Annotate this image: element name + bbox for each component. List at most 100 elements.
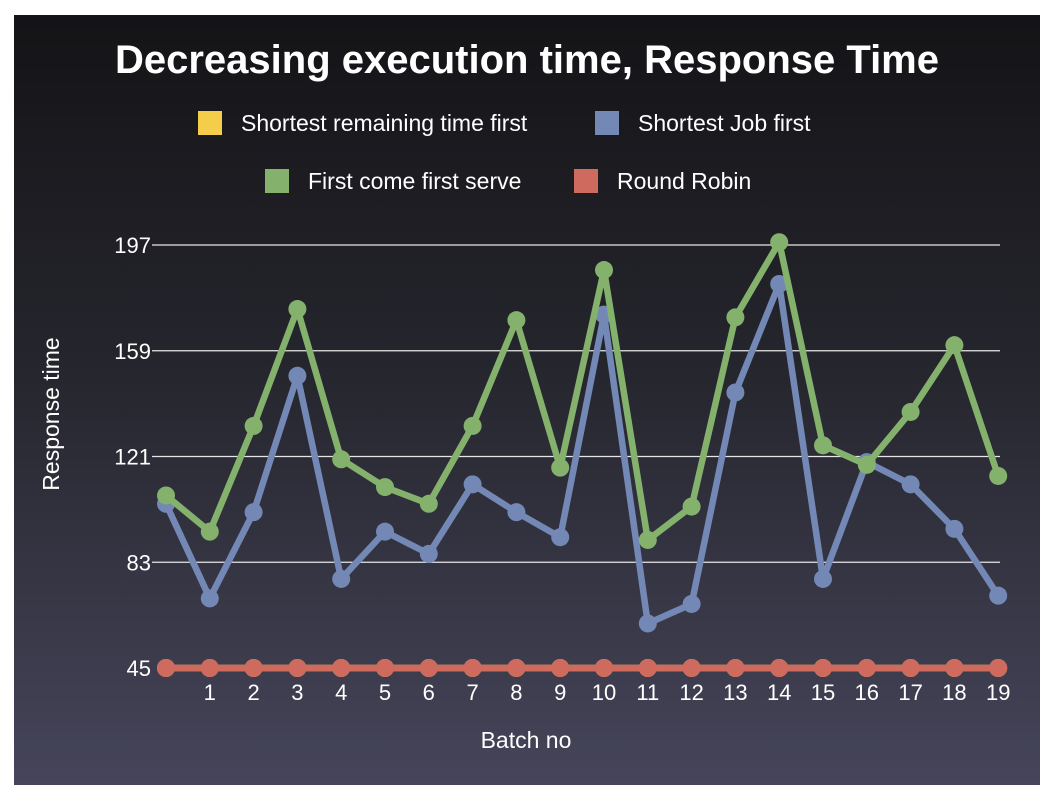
data-point bbox=[244, 503, 263, 522]
legend-label: Round Robin bbox=[617, 168, 751, 194]
data-point bbox=[288, 300, 307, 319]
x-tick-label: 1 bbox=[204, 680, 216, 705]
data-point bbox=[376, 478, 394, 497]
data-point bbox=[770, 233, 789, 252]
data-point bbox=[288, 659, 307, 677]
data-point bbox=[419, 659, 438, 677]
x-tick-label: 14 bbox=[767, 680, 791, 705]
data-point bbox=[332, 569, 351, 588]
x-tick-label: 19 bbox=[986, 680, 1010, 705]
data-point bbox=[857, 455, 876, 474]
legend-item: Shortest Job first bbox=[595, 110, 811, 136]
data-point bbox=[507, 311, 526, 330]
plot-area bbox=[157, 233, 1008, 677]
data-point bbox=[200, 589, 219, 608]
x-tick-label: 12 bbox=[679, 680, 703, 705]
data-point bbox=[726, 308, 745, 327]
y-axis-label: Response time bbox=[38, 337, 64, 490]
data-point bbox=[989, 466, 1008, 485]
x-tick-label: 5 bbox=[379, 680, 391, 705]
x-tick-label: 17 bbox=[898, 680, 922, 705]
y-tick-label: 159 bbox=[114, 339, 151, 364]
data-point bbox=[244, 416, 263, 435]
data-point bbox=[595, 261, 613, 280]
x-tick-label: 9 bbox=[554, 680, 566, 705]
series-3 bbox=[157, 233, 1008, 549]
data-point bbox=[200, 659, 219, 677]
data-point bbox=[332, 659, 351, 677]
x-tick-label: 2 bbox=[247, 680, 259, 705]
y-tick-label: 121 bbox=[114, 445, 151, 470]
data-point bbox=[814, 436, 832, 455]
data-point bbox=[157, 486, 175, 505]
data-point bbox=[682, 659, 701, 677]
x-tick-label: 7 bbox=[466, 680, 478, 705]
series-2 bbox=[157, 274, 1008, 633]
x-axis-ticks: 1 2 3 4 5 6 7 8 9 10 11 12 13 14 15 16 17 18 19 bbox=[204, 680, 1011, 705]
y-tick-label: 197 bbox=[114, 233, 151, 258]
y-tick-label: 83 bbox=[127, 550, 151, 575]
legend-item: Round Robin bbox=[574, 168, 751, 194]
x-tick-label: 10 bbox=[592, 680, 616, 705]
data-point bbox=[463, 416, 482, 435]
x-tick-label: 13 bbox=[723, 680, 747, 705]
data-point bbox=[244, 659, 263, 677]
data-point bbox=[419, 494, 438, 513]
data-point bbox=[726, 383, 745, 402]
data-point bbox=[507, 503, 526, 522]
series-4 bbox=[157, 659, 1008, 677]
legend-swatch bbox=[595, 111, 619, 135]
data-point bbox=[551, 659, 570, 677]
data-point bbox=[551, 528, 570, 547]
data-point bbox=[463, 659, 482, 677]
data-point bbox=[770, 274, 789, 293]
data-point bbox=[770, 659, 789, 677]
y-axis-ticks: 45 83 121 159 197 bbox=[114, 233, 151, 681]
data-point bbox=[376, 522, 394, 541]
legend: Shortest remaining time first Shortest Jo… bbox=[198, 110, 811, 194]
data-point bbox=[857, 659, 876, 677]
x-tick-label: 6 bbox=[423, 680, 435, 705]
x-tick-label: 11 bbox=[636, 680, 659, 705]
data-point bbox=[595, 659, 613, 677]
data-point bbox=[989, 659, 1008, 677]
data-point bbox=[901, 402, 920, 421]
x-tick-label: 3 bbox=[291, 680, 303, 705]
chart-frame: Decreasing execution time, Response Time… bbox=[14, 15, 1040, 785]
data-point bbox=[288, 366, 307, 385]
legend-label: Shortest remaining time first bbox=[241, 110, 528, 136]
chart-title: Decreasing execution time, Response Time bbox=[115, 38, 939, 82]
legend-swatch bbox=[574, 169, 598, 193]
data-point bbox=[638, 530, 657, 549]
series-line bbox=[162, 280, 1002, 627]
x-tick-label: 4 bbox=[335, 680, 347, 705]
legend-label: First come first serve bbox=[308, 168, 521, 194]
data-point bbox=[814, 569, 832, 588]
data-point bbox=[332, 450, 351, 469]
data-point bbox=[726, 659, 745, 677]
data-point bbox=[682, 497, 701, 516]
x-tick-label: 15 bbox=[811, 680, 835, 705]
data-point bbox=[945, 336, 964, 355]
data-point bbox=[376, 659, 394, 677]
legend-item: First come first serve bbox=[265, 168, 521, 194]
data-point bbox=[814, 659, 832, 677]
data-point bbox=[901, 659, 920, 677]
data-point bbox=[945, 519, 964, 538]
data-point bbox=[463, 475, 482, 494]
x-tick-label: 18 bbox=[942, 680, 966, 705]
legend-label: Shortest Job first bbox=[638, 110, 811, 136]
data-point bbox=[682, 594, 701, 613]
data-point bbox=[638, 659, 657, 677]
y-tick-label: 45 bbox=[127, 656, 151, 681]
legend-swatch bbox=[198, 111, 222, 135]
legend-item: Shortest remaining time first bbox=[198, 110, 528, 136]
data-point bbox=[989, 586, 1008, 605]
x-axis-label: Batch no bbox=[481, 727, 572, 753]
data-point bbox=[200, 522, 219, 541]
chart: Decreasing execution time, Response Time… bbox=[38, 38, 1011, 753]
gridlines bbox=[152, 244, 1000, 563]
x-tick-label: 8 bbox=[510, 680, 522, 705]
data-point bbox=[901, 475, 920, 494]
data-point bbox=[157, 659, 175, 677]
